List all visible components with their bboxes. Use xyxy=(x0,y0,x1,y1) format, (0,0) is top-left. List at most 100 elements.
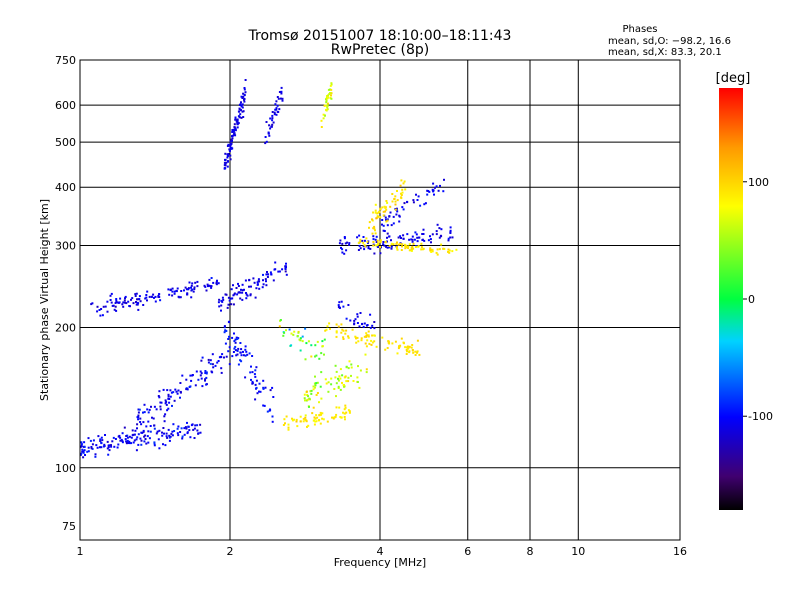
echo-point xyxy=(371,218,373,221)
echo-point xyxy=(237,347,240,350)
echo-point xyxy=(258,382,261,385)
echo-point xyxy=(205,371,208,374)
echo-point xyxy=(397,236,400,239)
echo-point xyxy=(107,446,110,449)
echo-point xyxy=(266,271,268,273)
echo-point xyxy=(345,366,348,369)
echo-point xyxy=(237,115,240,118)
echo-point xyxy=(147,420,150,423)
echo-point xyxy=(131,429,134,432)
echo-point xyxy=(385,218,387,221)
echo-point xyxy=(187,425,190,428)
echo-point xyxy=(412,199,415,202)
echo-point xyxy=(335,323,338,326)
echo-point xyxy=(192,290,195,293)
y-tick-label: 200 xyxy=(55,322,76,335)
echo-point xyxy=(440,243,443,246)
echo-point xyxy=(429,248,432,251)
echo-point xyxy=(190,424,193,427)
echo-point xyxy=(248,352,251,355)
echo-point xyxy=(160,401,163,404)
echo-point xyxy=(113,445,116,448)
echo-point xyxy=(241,110,244,113)
echo-point xyxy=(280,92,283,95)
echo-point xyxy=(143,411,146,414)
echo-point xyxy=(314,420,317,423)
echo-point xyxy=(274,108,277,111)
echo-point xyxy=(293,418,295,421)
echo-point xyxy=(416,339,419,342)
echo-point xyxy=(314,344,317,347)
echo-point xyxy=(338,375,341,378)
echo-point xyxy=(228,335,230,338)
echo-point xyxy=(329,327,331,330)
echo-point xyxy=(351,328,354,331)
echo-point xyxy=(324,378,327,381)
echo-point xyxy=(225,161,228,164)
echo-point xyxy=(181,374,184,377)
echo-point xyxy=(246,294,249,297)
echo-point xyxy=(374,238,377,241)
echo-point xyxy=(390,239,392,242)
echo-point xyxy=(275,107,278,110)
echo-point xyxy=(235,354,238,357)
echo-point xyxy=(272,396,275,398)
echo-point xyxy=(392,243,395,246)
echo-point xyxy=(373,321,376,323)
echo-point xyxy=(347,304,350,306)
echo-point xyxy=(316,381,319,384)
echo-point xyxy=(168,401,171,404)
echo-point xyxy=(248,279,251,282)
echo-point xyxy=(272,279,275,282)
echo-point xyxy=(411,245,414,248)
echo-point xyxy=(436,248,439,251)
echo-point xyxy=(265,273,268,276)
echo-point xyxy=(386,218,389,221)
grid-lines xyxy=(80,60,680,540)
echo-point xyxy=(215,280,218,283)
echo-point xyxy=(447,239,450,242)
echo-point xyxy=(197,378,200,381)
echo-point xyxy=(208,284,211,287)
echo-point xyxy=(146,299,148,302)
echo-point xyxy=(241,298,244,301)
echo-point xyxy=(119,439,122,442)
echo-point xyxy=(196,280,199,283)
echo-point xyxy=(280,86,283,89)
echo-point xyxy=(285,415,288,418)
echo-point xyxy=(232,284,234,287)
echo-point xyxy=(350,363,353,366)
echo-point xyxy=(115,298,118,300)
echo-point xyxy=(123,426,126,429)
echo-point xyxy=(438,227,441,230)
echo-point xyxy=(233,347,236,350)
echo-point xyxy=(253,281,256,284)
echo-point xyxy=(356,322,359,324)
echo-point xyxy=(360,337,363,340)
echo-point xyxy=(224,342,227,345)
x-axis-ticks: 1 2 4 6 8 10 16 xyxy=(77,545,688,558)
echo-point xyxy=(237,291,240,294)
echo-point xyxy=(401,243,404,246)
echo-point xyxy=(205,289,208,292)
echo-point xyxy=(344,332,347,335)
echo-point xyxy=(388,235,391,238)
echo-point xyxy=(443,247,446,250)
echo-point xyxy=(232,129,235,132)
echo-point xyxy=(330,97,333,100)
echo-point xyxy=(316,392,319,394)
echo-point xyxy=(226,165,229,168)
echo-point xyxy=(302,417,305,420)
echo-point xyxy=(226,153,229,156)
echo-point xyxy=(241,97,244,99)
echo-point xyxy=(134,295,137,297)
echo-point xyxy=(414,350,417,353)
echo-point xyxy=(209,285,212,288)
echo-point xyxy=(423,203,426,206)
echo-point xyxy=(145,442,148,445)
echo-point xyxy=(221,296,224,299)
echo-point xyxy=(218,356,221,359)
echo-point xyxy=(191,282,194,285)
echo-point xyxy=(337,325,340,328)
echo-point xyxy=(136,423,139,426)
